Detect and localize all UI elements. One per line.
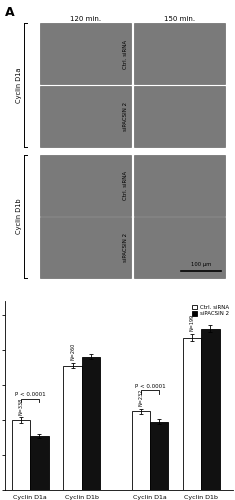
Bar [40,155,131,216]
Text: A: A [5,6,14,20]
Text: N=232: N=232 [138,388,143,406]
Bar [134,86,225,146]
Text: N=197: N=197 [157,400,162,416]
Bar [134,217,225,278]
Text: N=260: N=260 [70,343,75,360]
Text: siPACSIN 2: siPACSIN 2 [123,102,128,130]
Text: Cyclin D1a: Cyclin D1a [16,68,22,103]
Text: P < 0.0001: P < 0.0001 [135,384,165,388]
Bar [132,411,150,490]
Text: 100 μm: 100 μm [191,262,211,268]
Bar [40,24,131,84]
Text: 150 min.: 150 min. [164,16,195,22]
Bar [82,357,100,490]
Bar [12,420,30,490]
Bar [40,86,131,146]
Text: Ctrl. siRNA: Ctrl. siRNA [123,40,128,68]
Bar [134,24,225,84]
Text: Ctrl. siRNA: Ctrl. siRNA [123,171,128,200]
Text: N=199: N=199 [190,314,195,332]
Text: Cyclin D1b: Cyclin D1b [16,198,22,234]
Text: siPACSIN 2: siPACSIN 2 [123,233,128,262]
Bar [150,422,168,490]
Bar [63,366,82,490]
Text: 120 min.: 120 min. [70,16,101,22]
Bar [183,338,201,490]
Bar [134,155,225,216]
Text: N=144: N=144 [208,306,213,322]
Bar [201,329,219,490]
Text: N=260: N=260 [37,414,42,431]
Text: N=338: N=338 [19,398,24,414]
Text: P < 0.0001: P < 0.0001 [15,392,46,398]
Text: N=222: N=222 [88,334,93,351]
Bar [30,436,49,490]
Legend: Ctrl. siRNA, siPACSIN 2: Ctrl. siRNA, siPACSIN 2 [191,304,230,318]
Bar [40,217,131,278]
